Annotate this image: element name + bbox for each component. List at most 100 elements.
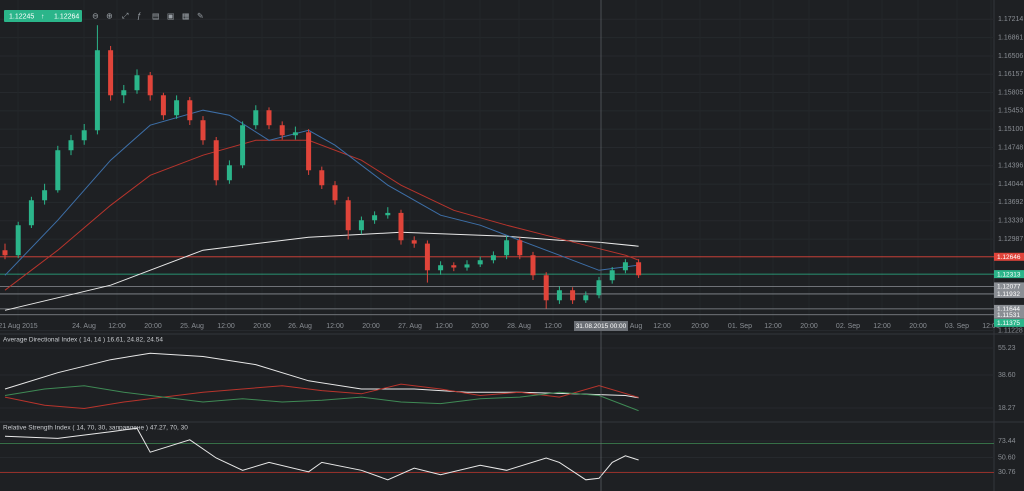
x-tick-label: 12:00 bbox=[217, 323, 235, 330]
candle-body bbox=[213, 140, 219, 181]
candle-body bbox=[253, 110, 259, 126]
x-tick-label: 24. Aug bbox=[72, 323, 96, 330]
x-tick-label: 12:00 bbox=[982, 323, 1000, 330]
x-tick-label: 20:00 bbox=[471, 323, 489, 330]
zoom-out-icon[interactable]: ⊖ bbox=[92, 12, 99, 21]
level-label: 1.11531 bbox=[997, 312, 1020, 319]
x-tick-label: 12:00 bbox=[544, 323, 562, 330]
candle-body bbox=[543, 275, 549, 301]
candle-body bbox=[358, 220, 364, 231]
level-label: 1.12077 bbox=[997, 284, 1021, 291]
candle-body bbox=[504, 240, 510, 256]
x-tick-label: 12:00 bbox=[326, 323, 344, 330]
draw-icon[interactable]: ✎ bbox=[197, 12, 204, 21]
y-tick-label: 1.11228 bbox=[998, 327, 1023, 334]
crosshair-label-box bbox=[574, 321, 628, 331]
candle-body bbox=[42, 190, 48, 201]
candle-body bbox=[55, 150, 61, 191]
x-tick-label: 26. Aug bbox=[288, 323, 312, 330]
x-tick-label: 21 Aug 2015 bbox=[0, 323, 38, 330]
candle-body bbox=[490, 255, 496, 261]
crosshair-label: 31.08.2015 00:00 bbox=[576, 323, 627, 330]
candle-body bbox=[174, 100, 180, 116]
candle-body bbox=[583, 295, 589, 301]
x-tick-label: 12:00 bbox=[108, 323, 126, 330]
level-label: 1.12313 bbox=[997, 271, 1021, 278]
x-tick-label: 02. Sep bbox=[836, 323, 860, 330]
candle-body bbox=[556, 290, 562, 301]
indicator-plots bbox=[0, 352, 994, 481]
x-tick-label: 27. Aug bbox=[398, 323, 422, 330]
zoom-in-icon[interactable]: ⊕ bbox=[106, 12, 113, 21]
candle-body bbox=[306, 132, 312, 171]
x-tick-label: 20:00 bbox=[144, 323, 162, 330]
y-tick-label: 1.14396 bbox=[998, 163, 1023, 170]
fit-icon[interactable]: ⤢ bbox=[121, 12, 128, 21]
candle-body bbox=[609, 270, 615, 281]
x-tick-label: 01. Sep bbox=[728, 323, 752, 330]
candle-body bbox=[108, 50, 114, 96]
y-tick-label: 30.76 bbox=[998, 469, 1016, 476]
candle-body bbox=[292, 132, 298, 136]
x-tick-label: 12:00 bbox=[764, 323, 782, 330]
indicator-icon[interactable]: ƒ bbox=[137, 12, 141, 21]
save-icon[interactable]: ▣ bbox=[167, 12, 175, 21]
candle-body bbox=[266, 110, 272, 126]
x-tick-label: 20:00 bbox=[909, 323, 927, 330]
ask-price: 1.12264 bbox=[54, 13, 79, 20]
candle-body bbox=[332, 185, 338, 201]
arrow-icon: ↑ bbox=[41, 13, 45, 20]
candle-body bbox=[28, 200, 34, 226]
y-tick-label: 1.14044 bbox=[998, 181, 1023, 188]
indicator-line bbox=[4, 383, 639, 410]
candle-body bbox=[622, 262, 628, 271]
level-label: 1.11932 bbox=[997, 291, 1020, 298]
candle-body bbox=[81, 130, 87, 141]
x-tick-label: 12:00 bbox=[435, 323, 453, 330]
y-tick-label: 1.13339 bbox=[998, 218, 1023, 225]
candle-body bbox=[438, 265, 444, 271]
screenshot-icon[interactable]: ▦ bbox=[182, 12, 190, 21]
candle-body bbox=[226, 165, 232, 181]
candle-body bbox=[385, 212, 391, 216]
x-tick-label: Aug bbox=[630, 323, 643, 330]
indicator-title: Average Directional Index ( 14, 14 ) 16.… bbox=[3, 337, 163, 344]
y-tick-label: 38.60 bbox=[998, 372, 1016, 379]
x-tick-label: 25. Aug bbox=[180, 323, 204, 330]
template-icon[interactable]: ▤ bbox=[152, 12, 160, 21]
quote-box[interactable] bbox=[4, 10, 82, 22]
candle-body bbox=[279, 125, 285, 136]
level-label-box bbox=[994, 282, 1024, 291]
indicator-line bbox=[4, 385, 639, 412]
main-plot bbox=[0, 25, 994, 316]
candle-body bbox=[398, 212, 404, 241]
x-tick-label: 20:00 bbox=[362, 323, 380, 330]
x-tick-label: 20:00 bbox=[253, 323, 271, 330]
y-tick-label: 1.15100 bbox=[998, 126, 1023, 133]
candle-body bbox=[345, 200, 351, 231]
y-tick-label: 50.60 bbox=[998, 454, 1016, 461]
x-tick-label: 03. Sep bbox=[945, 323, 969, 330]
indicator-line bbox=[4, 352, 639, 399]
x-tick-label: 28. Aug bbox=[507, 323, 531, 330]
grid-layer bbox=[0, 0, 994, 472]
y-tick-label: 1.13692 bbox=[998, 199, 1023, 206]
candle-body bbox=[596, 280, 602, 296]
moving-average bbox=[4, 109, 639, 276]
y-tick-label: 1.15805 bbox=[998, 89, 1023, 96]
x-tick-label: 20:00 bbox=[800, 323, 818, 330]
candle-body bbox=[147, 75, 153, 96]
candle-body bbox=[134, 75, 140, 91]
candle-body bbox=[570, 290, 576, 301]
candle-body bbox=[200, 120, 206, 141]
candle-body bbox=[477, 260, 483, 265]
candle-body bbox=[240, 125, 246, 166]
level-label-box bbox=[994, 304, 1024, 313]
x-tick-label: 20:00 bbox=[691, 323, 709, 330]
candle-body bbox=[160, 95, 166, 116]
y-tick-label: 1.12987 bbox=[998, 236, 1023, 243]
candle-body bbox=[187, 100, 193, 121]
x-tick-label: 12:00 bbox=[653, 323, 671, 330]
